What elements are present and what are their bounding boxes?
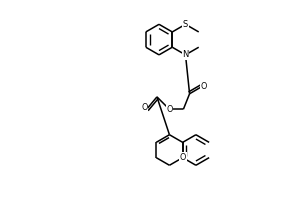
Text: O: O [179,153,186,162]
Text: S: S [183,20,188,29]
Text: O: O [141,103,148,112]
Text: O: O [201,82,207,91]
Text: O: O [166,105,172,114]
Text: N: N [182,50,189,59]
